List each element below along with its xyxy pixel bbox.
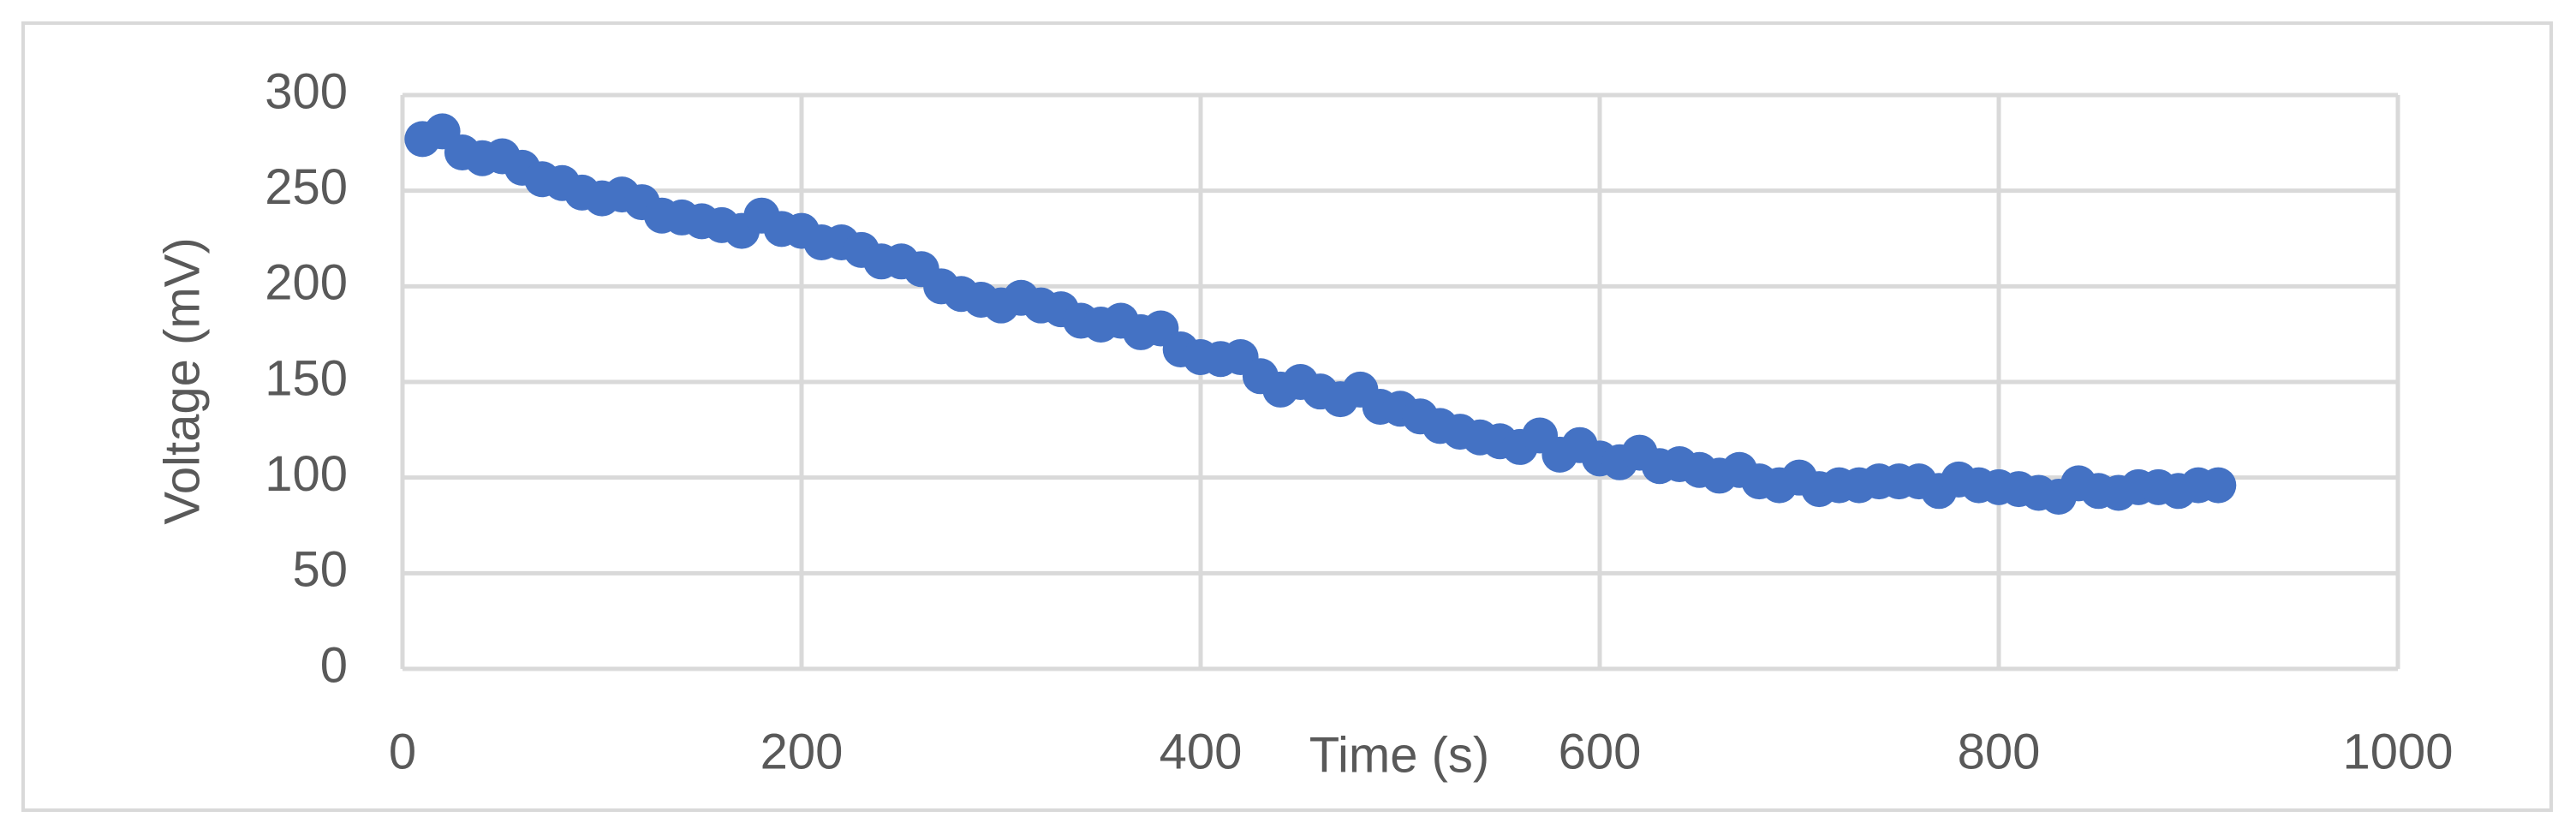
y-tick-label: 200: [265, 255, 348, 311]
y-tick-label: 0: [320, 637, 348, 693]
y-tick-label: 150: [265, 350, 348, 406]
x-tick-label: 0: [389, 724, 416, 779]
x-tick-label: 800: [1958, 724, 2041, 779]
chart-border: [21, 21, 2553, 812]
x-tick-label: 600: [1559, 724, 1642, 779]
y-tick-label: 50: [292, 542, 348, 598]
x-tick-label: 200: [760, 724, 844, 779]
y-tick-label: 300: [265, 63, 348, 119]
y-axis-title: Voltage (mV): [154, 237, 210, 524]
x-tick-label: 400: [1160, 724, 1243, 779]
y-tick-label: 100: [265, 446, 348, 502]
x-tick-label: 1000: [2342, 724, 2453, 779]
y-tick-label: 250: [265, 159, 348, 215]
x-axis-title: Time (s): [1309, 727, 1489, 783]
data-point: [2200, 467, 2237, 504]
